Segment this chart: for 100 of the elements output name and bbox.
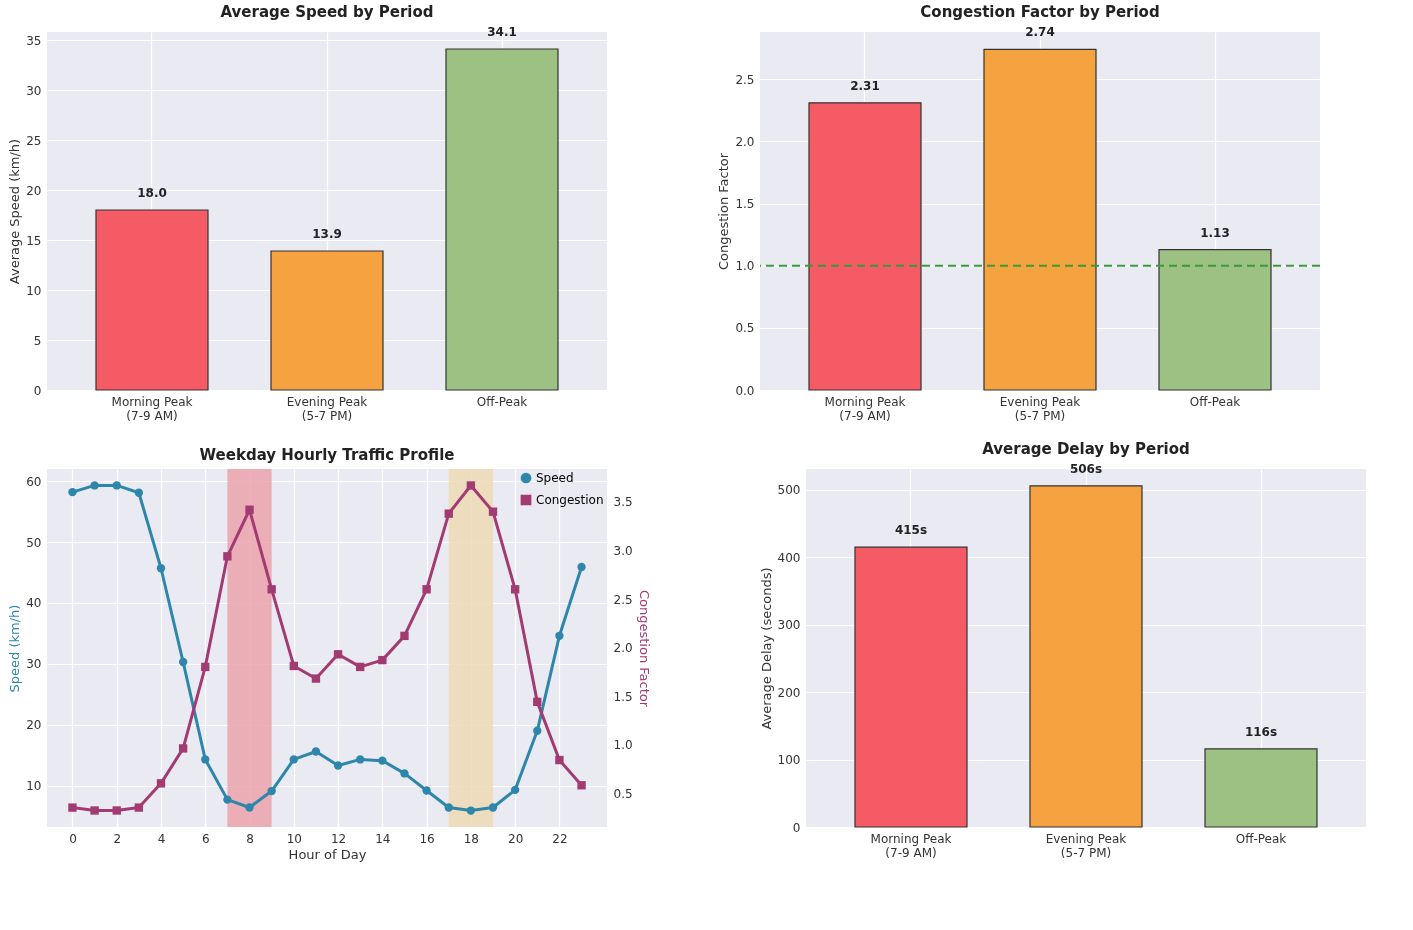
data-label: 2.31	[850, 78, 880, 93]
legend-label: Congestion	[536, 493, 604, 507]
y-tick-label: 40	[26, 596, 42, 611]
bar	[95, 209, 209, 391]
point	[333, 761, 343, 770]
point	[311, 747, 321, 756]
point	[245, 803, 254, 812]
data-label: 1.13	[1200, 225, 1230, 240]
point	[533, 726, 542, 735]
data-label: 506s	[1069, 461, 1103, 476]
data-label: 13.9	[312, 227, 342, 241]
point	[510, 785, 520, 795]
point	[488, 803, 498, 812]
x-tick-label: Evening Peak (5-7 PM)	[1045, 831, 1127, 860]
chart-title: Weekday Hourly Traffic Profile	[199, 446, 455, 464]
y-tick-label: 20	[26, 718, 42, 733]
y-axis-title: Average Speed (km/h)	[7, 138, 23, 285]
point	[134, 803, 144, 812]
y2-tick-label: 0.5	[613, 786, 633, 801]
point	[400, 769, 409, 778]
point	[444, 509, 453, 518]
x-tick-label: Off-Peak	[476, 394, 528, 409]
x-tick-label: 6	[201, 831, 210, 846]
y-axis-title: Average Delay (seconds)	[758, 567, 774, 730]
point	[68, 487, 77, 497]
point	[112, 481, 121, 490]
y2-tick-label: 2.0	[613, 641, 633, 656]
y-tick-label: 0.5	[735, 321, 755, 336]
y-tick-label: 10	[26, 283, 42, 298]
point	[422, 585, 431, 594]
point	[577, 781, 586, 790]
y2-tick-label: 1.0	[613, 738, 633, 753]
bar	[808, 102, 922, 391]
data-label: 34.1	[487, 25, 517, 39]
y-tick-label: 400	[777, 550, 801, 565]
bar	[445, 48, 559, 391]
point	[311, 674, 321, 683]
y-tick-label: 1.5	[735, 197, 755, 212]
point	[201, 662, 210, 672]
point	[134, 488, 144, 497]
x-tick-label: Off-Peak	[1235, 831, 1287, 846]
x-tick-label: 4	[157, 831, 166, 846]
point	[466, 806, 476, 815]
x-tick-label: 12	[330, 831, 347, 846]
y-axis-title: Speed (km/h)	[7, 604, 23, 693]
point	[533, 697, 542, 707]
x-tick-label: 16	[419, 831, 435, 846]
point	[223, 552, 232, 561]
y-tick-label: 60	[26, 474, 42, 489]
bar	[1158, 248, 1272, 391]
y-tick-label: 30	[26, 657, 42, 672]
data-label: 18.0	[137, 186, 167, 200]
y-tick-label: 10	[26, 779, 42, 794]
point	[156, 564, 166, 573]
point	[112, 806, 121, 815]
y-tick-label: 30	[26, 83, 42, 98]
x-tick-label: 2	[113, 831, 122, 846]
y-tick-label: 20	[26, 183, 42, 198]
point	[378, 756, 387, 765]
y-tick-label: 200	[777, 685, 801, 700]
x-tick-label: Evening Peak (5-7 PM)	[999, 394, 1081, 423]
point	[156, 779, 166, 788]
x-tick-label: 22	[552, 831, 568, 846]
x-axis-title: Hour of Day	[288, 846, 367, 862]
x-tick-label: Evening Peak (5-7 PM)	[286, 394, 368, 423]
point	[289, 755, 298, 764]
y2-axis-title: Congestion Factor	[636, 589, 652, 708]
y-tick-label: 0	[33, 383, 42, 398]
point	[510, 585, 520, 594]
point	[333, 650, 343, 659]
y-tick-label: 25	[26, 133, 42, 148]
bar	[270, 250, 384, 391]
x-tick-label: Morning Peak (7-9 AM)	[870, 831, 952, 860]
x-tick-label: 8	[246, 831, 254, 846]
y-tick-label: 1.0	[735, 259, 755, 274]
point	[356, 755, 365, 764]
chart-title: Average Delay by Period	[982, 439, 1190, 458]
bar	[1029, 485, 1143, 828]
y-tick-label: 2.0	[735, 134, 755, 149]
y-tick-label: 500	[777, 483, 801, 498]
x-tick-label: 20	[508, 831, 524, 846]
point	[289, 661, 298, 671]
chart-title: Average Speed by Period	[220, 3, 434, 21]
legend-label: Speed	[536, 471, 574, 485]
point	[400, 631, 409, 641]
data-label: 415s	[894, 523, 928, 538]
bar	[983, 48, 1097, 391]
y-tick-label: 300	[777, 618, 801, 633]
x-tick-label: 18	[463, 831, 480, 846]
data-label: 2.74	[1025, 25, 1055, 40]
point	[378, 655, 387, 665]
y-tick-label: 100	[777, 753, 801, 768]
point	[90, 806, 99, 815]
point	[90, 481, 99, 490]
y-tick-label: 50	[26, 535, 42, 550]
y-axis-title: Congestion Factor	[716, 152, 732, 271]
x-tick-label: 14	[375, 831, 391, 846]
x-tick-label: 10	[286, 831, 302, 846]
y-tick-label: 5	[33, 333, 42, 348]
point	[68, 803, 77, 812]
